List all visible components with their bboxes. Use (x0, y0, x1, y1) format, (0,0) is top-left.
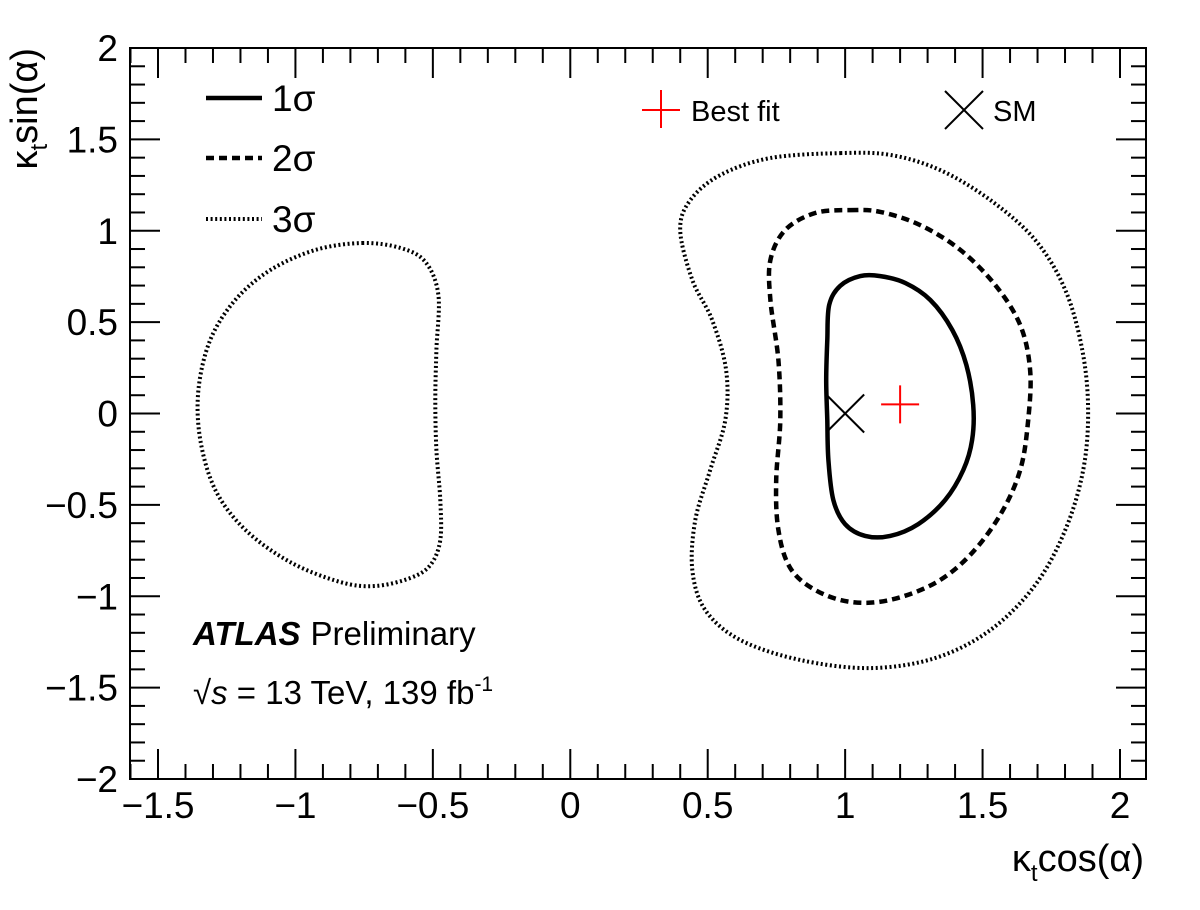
y-tick-label: 1 (97, 211, 118, 252)
y-axis-title: κtsin(α) (4, 48, 53, 170)
y-axis-title-sub: t (26, 144, 53, 151)
sm-marker-d2 (825, 393, 865, 434)
y-tick-label: −1 (76, 576, 118, 617)
legend: 1σ 2σ 3σ (206, 78, 316, 240)
x-tick-label: 2 (1110, 785, 1131, 826)
sm-legend-label: SM (993, 96, 1037, 128)
atlas-label-bold: ATLAS (192, 615, 301, 652)
y-tick-label: 2 (97, 28, 118, 69)
y-axis-title-rest: sin(α) (4, 48, 46, 144)
plot-frame (129, 47, 1147, 780)
x-tick-label: 1 (835, 785, 856, 826)
energy-lumi-label: √s = 13 TeV, 139 fb-1 (193, 673, 493, 711)
contour-1sigma-1 (823, 272, 976, 540)
energy-lumi-text: = 13 TeV, 139 fb (228, 674, 475, 711)
y-tick-label: −2 (76, 759, 118, 800)
best-fit-legend-icon (642, 90, 680, 128)
x-axis-title: κtcos(α) (1012, 838, 1144, 887)
y-tick-label: 1.5 (67, 119, 118, 160)
atlas-label-preliminary: Preliminary (311, 615, 477, 652)
x-tick-label: 0 (560, 785, 581, 826)
sm-legend-icon (944, 90, 984, 130)
x-axis-title-rest: cos(α) (1038, 838, 1144, 880)
x-axis-title-main: κ (1012, 838, 1032, 880)
best-fit-legend-label: Best fit (691, 96, 780, 128)
markers-layer (825, 385, 920, 434)
x-tick-label: 0.5 (682, 785, 733, 826)
x-tick-label: −0.5 (396, 785, 469, 826)
sqrt-symbol: √ (193, 674, 212, 711)
y-axis-title-main: κ (4, 150, 46, 170)
sm-marker (825, 393, 865, 434)
contour-3sigma-1 (678, 150, 1091, 671)
contour-2sigma-1 (766, 207, 1033, 606)
lumi-superscript: -1 (474, 673, 493, 696)
y-tick-labels: 2 1.5 1 0.5 0 −0.5 −1 −1.5 −2 (45, 28, 118, 800)
legend-label-2sigma: 2σ (272, 138, 316, 179)
contours-layer (195, 150, 1091, 671)
y-tick-label: −1.5 (45, 668, 118, 709)
x-tick-label: −1.5 (121, 785, 194, 826)
x-tick-label: 1.5 (957, 785, 1008, 826)
y-tick-label: −0.5 (45, 485, 118, 526)
ticks-layer (129, 47, 1146, 780)
atlas-label: ATLAS Preliminary (192, 615, 476, 652)
marker-legend: Best fit SM (642, 90, 1037, 130)
x-tick-labels: −1.5 −1 −0.5 0 0.5 1 1.5 2 (121, 785, 1130, 826)
energy-var: s (211, 674, 228, 711)
x-axis-title-sub: t (1031, 860, 1038, 887)
legend-label-3sigma: 3σ (272, 199, 316, 240)
y-tick-label: 0 (97, 394, 118, 435)
y-tick-label: 0.5 (67, 302, 118, 343)
best-fit-marker (881, 385, 920, 424)
x-tick-label: −1 (274, 785, 316, 826)
legend-label-1sigma: 1σ (272, 78, 316, 119)
